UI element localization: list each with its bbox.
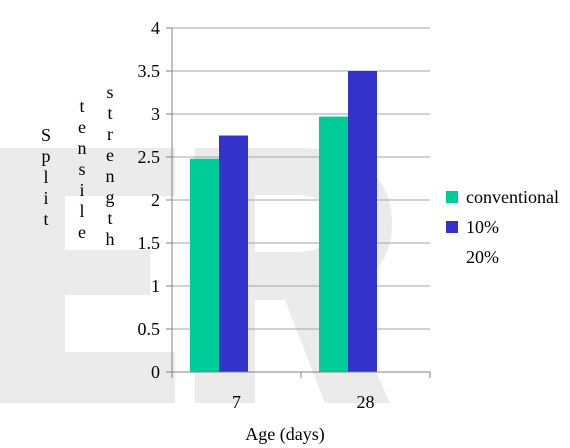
y-tick-label: 1.5	[138, 233, 161, 253]
x-tick-label: 7	[232, 392, 241, 412]
y-tick-label: 2	[151, 190, 160, 210]
y-tick-label: 0.5	[138, 319, 161, 339]
bar-10pct-7	[219, 135, 248, 372]
legend-label: 10%	[466, 217, 499, 237]
x-tick-label: 28	[357, 392, 375, 412]
y-tick-label: 3	[151, 104, 160, 124]
legend: conventional 10% 20%	[446, 186, 559, 276]
legend-label: conventional	[466, 187, 559, 207]
bar-conventional-7	[190, 158, 219, 372]
legend-swatch	[446, 191, 458, 203]
y-tick-label: 2.5	[138, 147, 161, 167]
legend-label: 20%	[466, 247, 499, 267]
legend-item: 20%	[446, 246, 559, 276]
x-tick-labels: 7 28	[232, 392, 375, 412]
bar-10pct-28	[348, 71, 377, 372]
y-tick-labels: 0 0.5 1 1.5 2 2.5 3 3.5 4	[138, 18, 172, 382]
legend-swatch	[446, 221, 458, 233]
legend-swatch	[446, 251, 458, 263]
y-tick-label: 3.5	[138, 61, 161, 81]
y-tick-label: 1	[151, 276, 160, 296]
legend-item: conventional	[446, 186, 559, 216]
x-axis-title: Age (days)	[245, 424, 325, 444]
y-tick-label: 4	[151, 18, 160, 38]
bars	[190, 71, 377, 372]
bar-conventional-28	[319, 116, 348, 372]
y-tick-label: 0	[151, 362, 160, 382]
legend-item: 10%	[446, 216, 559, 246]
